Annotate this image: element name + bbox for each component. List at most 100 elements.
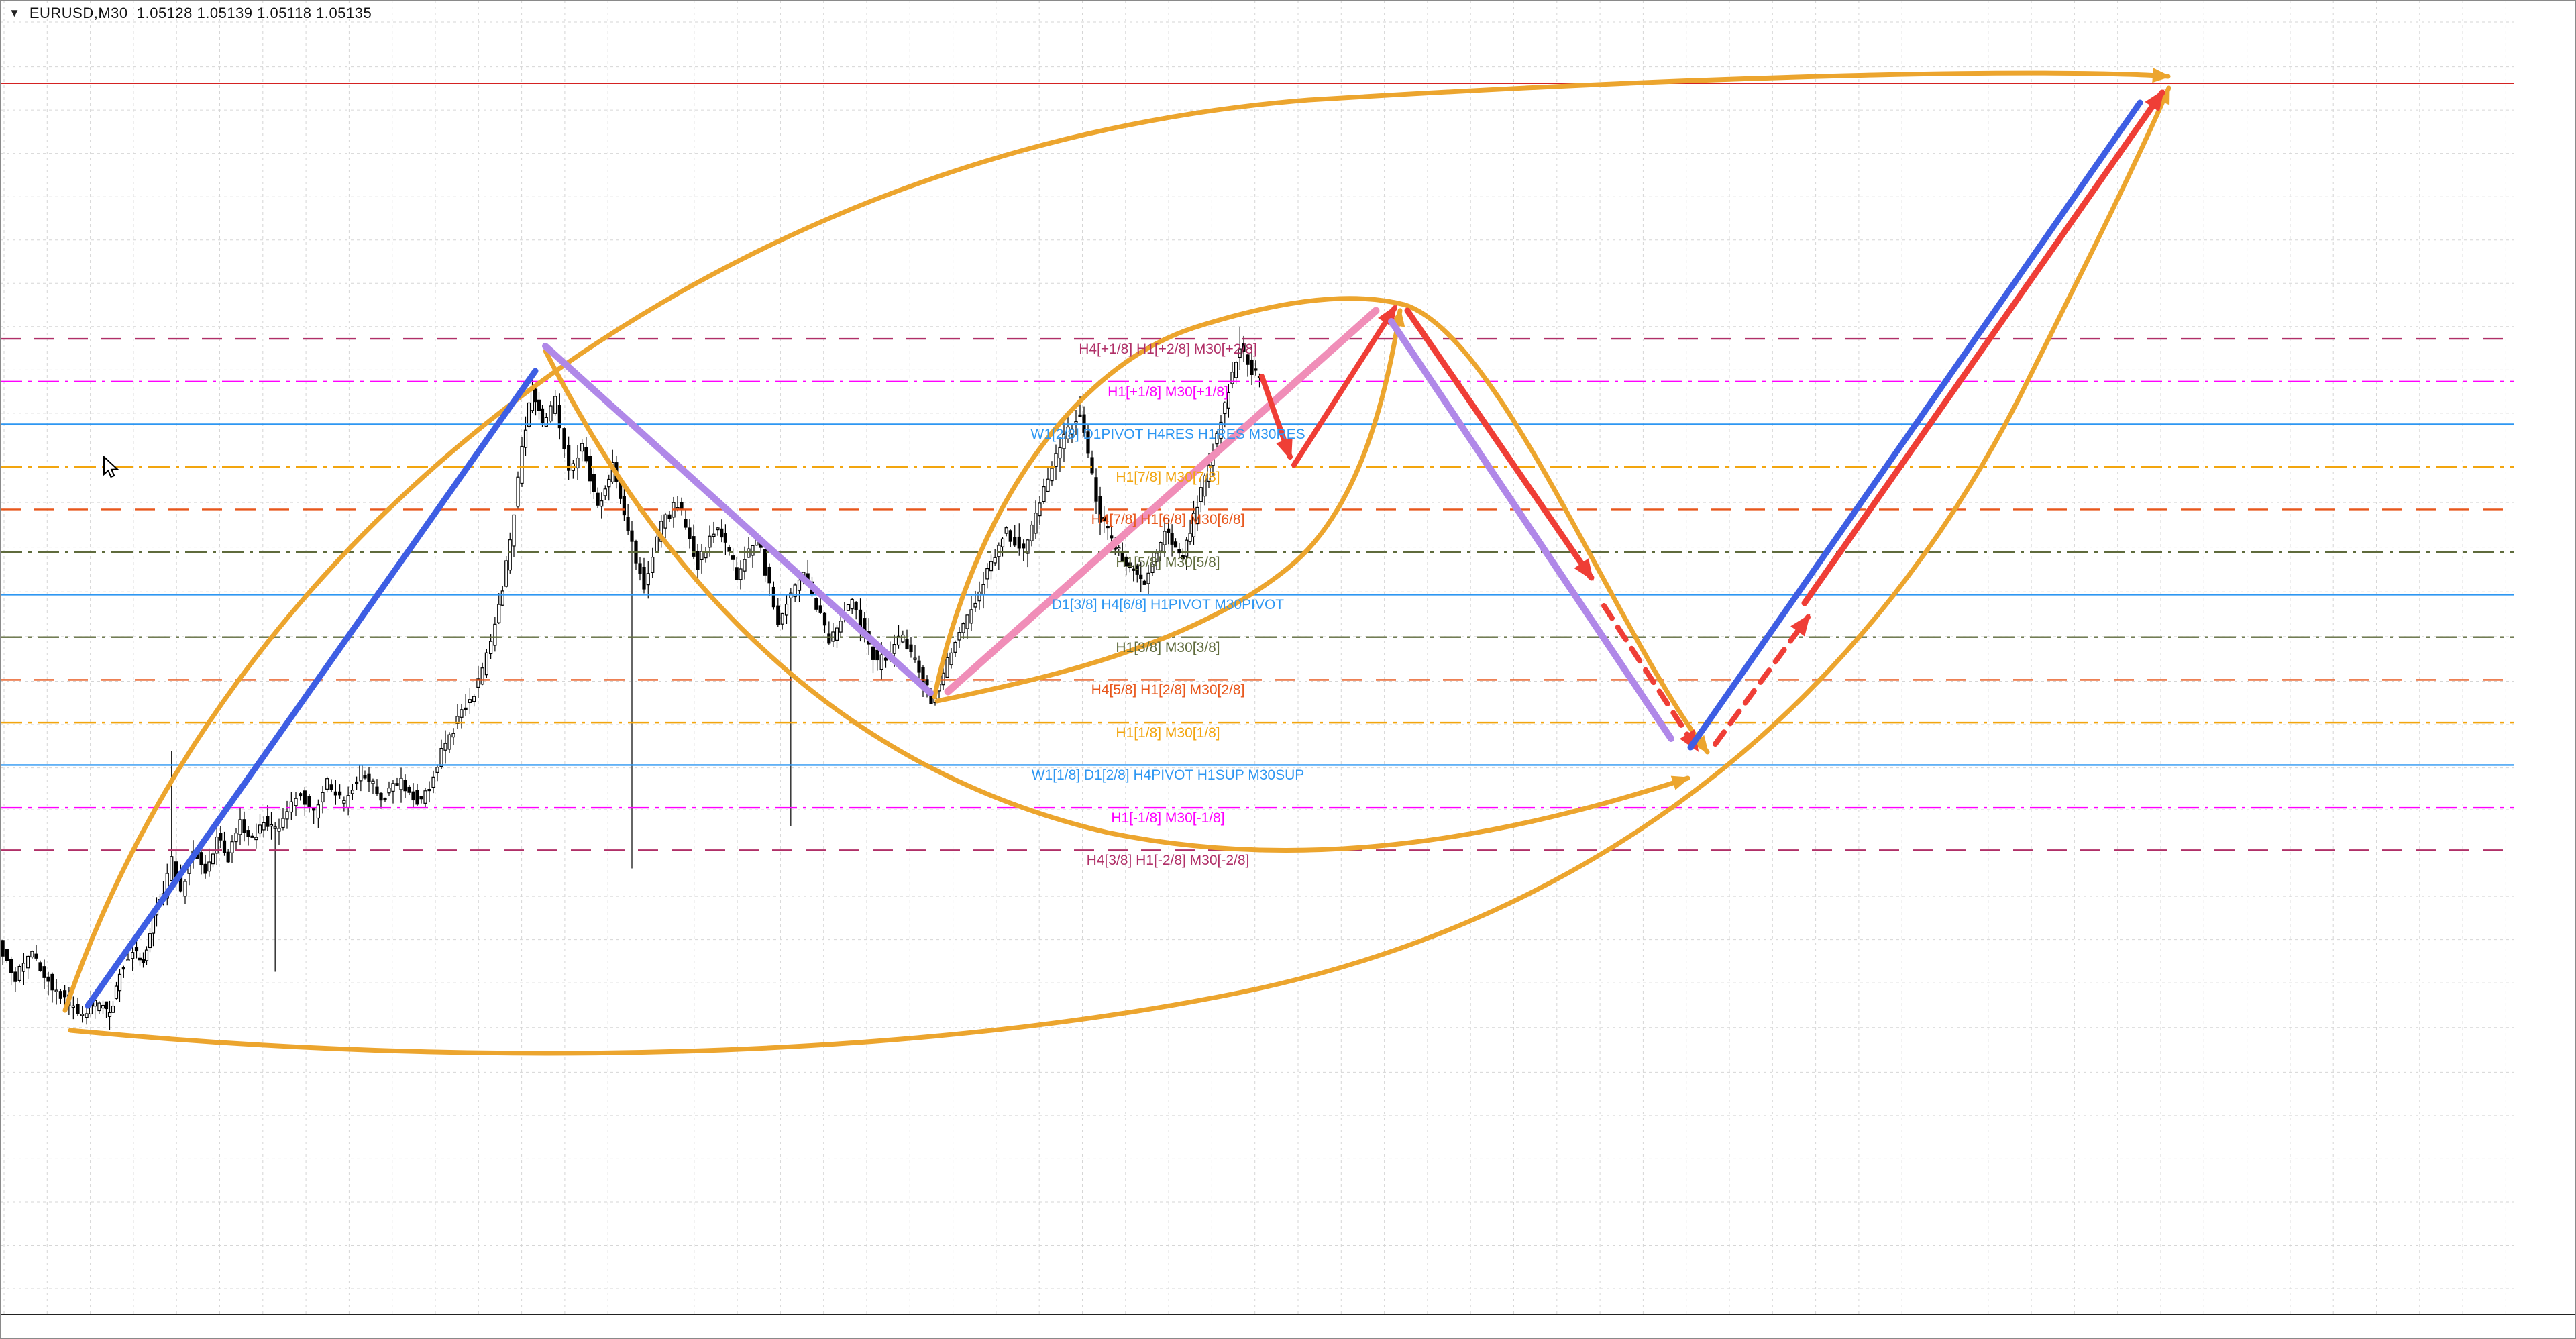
candle-body bbox=[294, 798, 298, 806]
candle-body bbox=[107, 1012, 112, 1017]
candle-body bbox=[646, 573, 650, 586]
candle-body bbox=[258, 824, 262, 834]
candle-body bbox=[42, 966, 46, 978]
candle-body bbox=[523, 429, 528, 448]
candle-body bbox=[780, 612, 784, 625]
candle-body bbox=[969, 609, 973, 624]
candle-body bbox=[1117, 547, 1121, 549]
candle-body bbox=[1102, 517, 1106, 521]
price-axis[interactable]: 1.062011.052861.051331.049801.048281.046… bbox=[2514, 1, 2575, 1314]
candle-body bbox=[512, 514, 516, 547]
impulse-up-arrow[interactable] bbox=[1801, 89, 2165, 606]
candle-body bbox=[17, 965, 21, 981]
decline-ellipse-bottom-arc[interactable] bbox=[543, 348, 1690, 853]
candle-body bbox=[21, 963, 25, 972]
candle-body bbox=[961, 623, 965, 633]
candle-body bbox=[1086, 431, 1090, 454]
candle-body bbox=[1150, 564, 1155, 574]
candle-body bbox=[1159, 542, 1163, 551]
candle-body bbox=[776, 605, 780, 625]
candle-body bbox=[316, 804, 320, 819]
candle-body bbox=[875, 649, 879, 661]
candle-body bbox=[557, 405, 561, 429]
candle-body bbox=[688, 527, 692, 539]
candle-body bbox=[588, 456, 592, 482]
candle-body bbox=[1013, 537, 1017, 546]
candle-body bbox=[716, 527, 720, 531]
candle-body bbox=[1066, 426, 1070, 439]
downtrend-line-2[interactable] bbox=[1388, 318, 1674, 742]
candle-body bbox=[879, 654, 883, 670]
candle-body bbox=[468, 699, 472, 704]
candle-body bbox=[997, 545, 1001, 557]
candle-body bbox=[704, 551, 708, 559]
candle-body bbox=[30, 951, 34, 958]
swing-up-arrow[interactable] bbox=[1291, 304, 1397, 468]
symbol-dropdown-icon[interactable]: ▼ bbox=[9, 7, 20, 19]
candle-body bbox=[739, 568, 743, 580]
pivot-level-lines bbox=[1, 83, 2514, 851]
candle-body bbox=[1017, 536, 1021, 549]
candle-body bbox=[520, 445, 524, 484]
candle-body bbox=[600, 500, 604, 507]
candle-body bbox=[1242, 343, 1246, 352]
mid-ellipse-bottom-arc[interactable] bbox=[934, 308, 1405, 704]
forecast-up-arrow[interactable] bbox=[1713, 614, 1811, 747]
candle-body bbox=[1054, 453, 1058, 468]
candle-body bbox=[1215, 433, 1219, 445]
swing-down-arrow[interactable] bbox=[1259, 374, 1293, 461]
downtrend-line-1[interactable] bbox=[542, 343, 934, 696]
candle-body bbox=[85, 1013, 89, 1018]
candle-body bbox=[537, 399, 541, 411]
candle-body bbox=[985, 568, 989, 580]
candle-body bbox=[1022, 543, 1026, 549]
candle-body bbox=[363, 775, 367, 779]
candle-body bbox=[814, 598, 818, 610]
candle-body bbox=[277, 828, 281, 832]
candle-body bbox=[307, 796, 311, 808]
candle-body bbox=[981, 584, 985, 596]
level-label: H4[+1/8] H1[+2/8] M30[+2/8] bbox=[1079, 341, 1257, 358]
candle-body bbox=[254, 837, 258, 841]
candle-body bbox=[493, 623, 497, 646]
candle-body bbox=[50, 973, 54, 991]
candle-body bbox=[230, 841, 234, 853]
uptrend-line-3[interactable] bbox=[1687, 99, 2143, 751]
candle-body bbox=[411, 791, 415, 801]
mid-ellipse-top-arc[interactable] bbox=[932, 296, 1710, 755]
candle-body bbox=[850, 598, 854, 610]
candle-body bbox=[771, 586, 776, 608]
level-label: H1[5/8] M30[5/8] bbox=[1116, 554, 1220, 570]
candle-body bbox=[403, 780, 407, 792]
candle-body bbox=[484, 652, 488, 676]
big-ellipse-bottom-arc[interactable] bbox=[68, 85, 2171, 1056]
candle-body bbox=[540, 408, 545, 423]
candle-body bbox=[1110, 535, 1114, 539]
candle-body bbox=[480, 667, 484, 685]
candle-body bbox=[1219, 421, 1223, 439]
candle-body bbox=[242, 819, 246, 833]
candle-body bbox=[285, 811, 289, 820]
uptrend-line-1[interactable] bbox=[85, 368, 539, 1009]
candle-body bbox=[1062, 433, 1066, 449]
candle-body bbox=[415, 790, 419, 805]
uptrend-line-2[interactable] bbox=[944, 307, 1380, 696]
candle-body bbox=[383, 798, 387, 800]
candle-body bbox=[141, 959, 146, 963]
candle-body bbox=[596, 492, 600, 506]
big-ellipse-top-arc[interactable] bbox=[62, 68, 2171, 1013]
candle-body bbox=[949, 652, 953, 665]
candle-body bbox=[419, 796, 423, 800]
candle-body bbox=[121, 967, 125, 970]
time-axis[interactable]: 10 Feb 202511 Feb 05:3011 Feb 21:3012 Fe… bbox=[1, 1314, 2575, 1338]
impulse-down-arrow[interactable] bbox=[1404, 307, 1595, 581]
forecast-down-arrow[interactable] bbox=[1601, 603, 1699, 753]
chart-title-bar: ▼ EURUSD,M30 1.05128 1.05139 1.05118 1.0… bbox=[9, 5, 372, 22]
candle-body bbox=[346, 795, 350, 808]
candle-body bbox=[945, 657, 949, 678]
candle-body bbox=[638, 563, 642, 574]
candle-body bbox=[818, 605, 822, 613]
candle-body bbox=[1106, 525, 1110, 529]
candle-body bbox=[80, 1014, 85, 1016]
